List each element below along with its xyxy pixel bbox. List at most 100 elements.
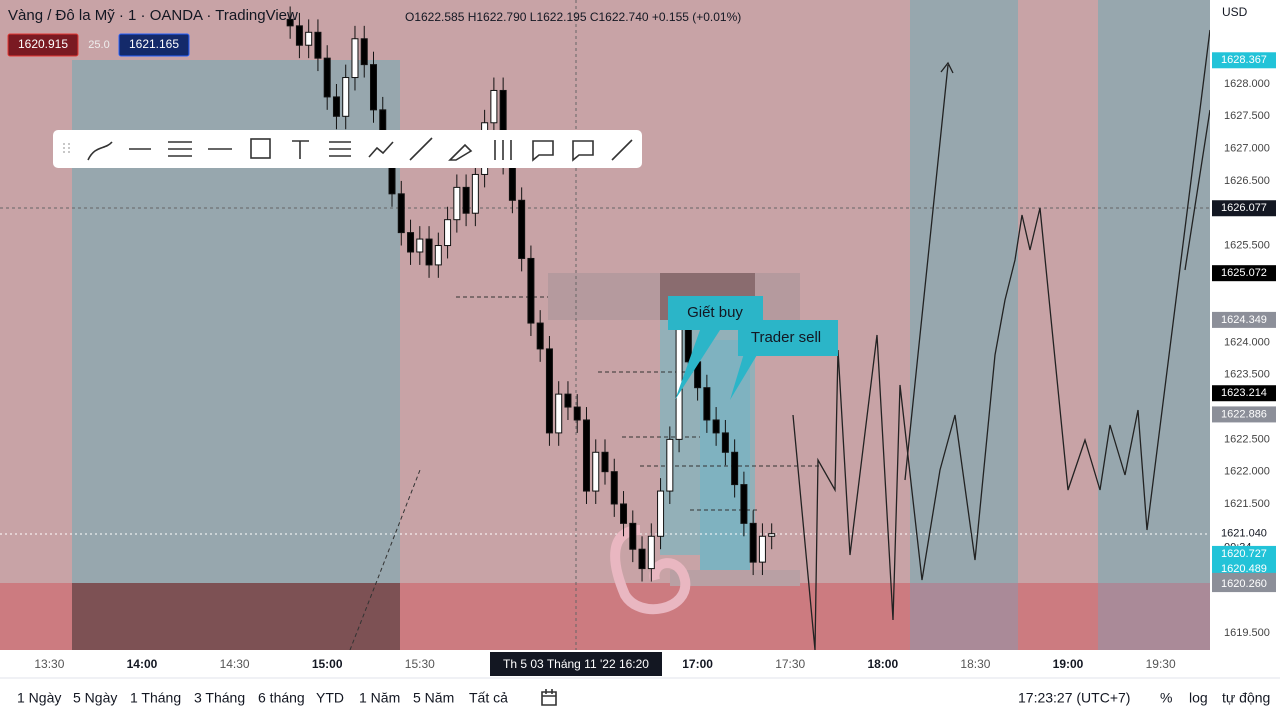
candle-body: [768, 533, 776, 537]
candle-body: [758, 535, 766, 563]
zone: [1098, 0, 1210, 583]
range-button[interactable]: 5 Ngày: [73, 690, 117, 706]
bubble: [730, 320, 838, 400]
price-tag: [1212, 311, 1276, 328]
x-tick-label: 19:30: [1146, 657, 1176, 671]
candle-body: [564, 393, 572, 408]
candle-body: [360, 38, 368, 66]
candle-body: [332, 96, 340, 117]
x-tick-label: 13:30: [34, 657, 64, 671]
price-tag-label: 1624.349: [1221, 314, 1267, 326]
range-button[interactable]: YTD: [316, 690, 344, 706]
candle-body: [721, 432, 729, 453]
candle-body: [314, 31, 322, 59]
candle-body: [610, 471, 618, 505]
annotation: Giết buy: [687, 304, 743, 321]
y-tick-label: 1623.500: [1224, 369, 1270, 381]
circle-drawing: [610, 525, 691, 615]
price-tag-label: 1626.077: [1221, 202, 1267, 214]
candle-body: [657, 490, 665, 537]
candle-body: [369, 64, 377, 111]
x-tick-label: 14:30: [220, 657, 250, 671]
y-tick-label: 1622.000: [1224, 466, 1270, 478]
x-tick-label: 18:30: [960, 657, 990, 671]
projection: [792, 29, 1211, 651]
candle-body: [638, 548, 646, 570]
crosshair-time: [490, 652, 662, 676]
x-tick-label: 15:00: [312, 657, 343, 671]
price-tag: [1212, 200, 1276, 217]
x-tick-label: 19:00: [1053, 657, 1084, 671]
candle-body: [545, 348, 553, 434]
candle-body: [471, 173, 479, 214]
y-tick-label: 1627.000: [1224, 143, 1270, 155]
price-tag: [1212, 265, 1276, 282]
calendar-icon[interactable]: [541, 689, 557, 706]
candle-body: [740, 484, 748, 524]
x-tick-label: 18:00: [867, 657, 898, 671]
candle-body: [453, 186, 461, 221]
price-tag-label: 1622.886: [1221, 408, 1267, 420]
y-tick-label: 1621.500: [1224, 498, 1270, 510]
range-button[interactable]: 5 Năm: [413, 690, 454, 706]
candle-body: [703, 387, 711, 421]
price-tag-label: 1620.260: [1221, 578, 1267, 590]
candle-body: [647, 535, 655, 570]
zone: [910, 583, 1018, 650]
y-tick-label: 1628.000: [1224, 78, 1270, 90]
candle-body: [444, 219, 452, 247]
sell-price[interactable]: 1620.915: [18, 37, 68, 51]
candle-body: [434, 245, 442, 266]
crosshair-label: Th 5 03 Tháng 11 '22 16:20: [503, 657, 649, 671]
annotation: Trader sell: [751, 329, 821, 346]
candle-body: [351, 38, 359, 79]
sell-button[interactable]: [7, 33, 79, 57]
y-tick-label: 1627.500: [1224, 110, 1270, 122]
range-button[interactable]: 3 Tháng: [194, 690, 245, 706]
y-tick-label: 1619.500: [1224, 627, 1270, 639]
range-button[interactable]: 1 Ngày: [17, 690, 61, 706]
candle-body: [397, 193, 405, 234]
box: [670, 570, 800, 586]
toolbar-icons[interactable]: [63, 137, 633, 162]
candle-body: [342, 77, 350, 117]
price-tag-label: 1621.040: [1221, 528, 1267, 540]
price-tag: [1212, 385, 1276, 402]
range-button[interactable]: 6 tháng: [258, 690, 305, 706]
log-toggle[interactable]: log: [1189, 690, 1208, 706]
x-tick-label: 17:30: [775, 657, 805, 671]
auto-toggle[interactable]: tự động: [1222, 690, 1270, 706]
candle-body: [731, 451, 739, 486]
range-button[interactable]: 1 Năm: [359, 690, 400, 706]
symbol[interactable]: Vàng / Đô la Mỹ · 1 · OANDA · TradingVie…: [8, 7, 298, 24]
price-tag-label: 1625.072: [1221, 267, 1267, 279]
candle-body: [573, 406, 581, 421]
candle-body: [286, 18, 294, 27]
y-tick-label: 1622.500: [1224, 433, 1270, 445]
percent-toggle[interactable]: %: [1160, 690, 1172, 706]
range-button[interactable]: Tất cả: [469, 690, 508, 706]
candle-body: [518, 199, 526, 259]
spread: 25.0: [88, 39, 109, 51]
candle-body: [527, 257, 535, 324]
candle-body: [592, 451, 600, 492]
buy-price[interactable]: 1621.165: [129, 37, 179, 51]
clock: 17:23:27 (UTC+7): [1018, 690, 1130, 706]
candle-body: [666, 438, 674, 492]
currency[interactable]: USD: [1222, 5, 1248, 19]
price-tag: [1212, 52, 1276, 69]
candle-body: [295, 25, 303, 46]
candle-body: [305, 31, 313, 46]
candle-body: [536, 322, 544, 350]
candle-body: [712, 419, 720, 434]
candle-body: [425, 238, 433, 266]
x-tick-label: 14:00: [127, 657, 158, 671]
range-button[interactable]: 1 Tháng: [130, 690, 181, 706]
price-tag-label: 1628.367: [1221, 54, 1267, 66]
price-tag: [1212, 406, 1276, 423]
y-tick-label: 1625.500: [1224, 239, 1270, 251]
candle-body: [582, 419, 590, 492]
x-tick-label: 17:00: [682, 657, 713, 671]
buy-button[interactable]: [118, 33, 190, 57]
